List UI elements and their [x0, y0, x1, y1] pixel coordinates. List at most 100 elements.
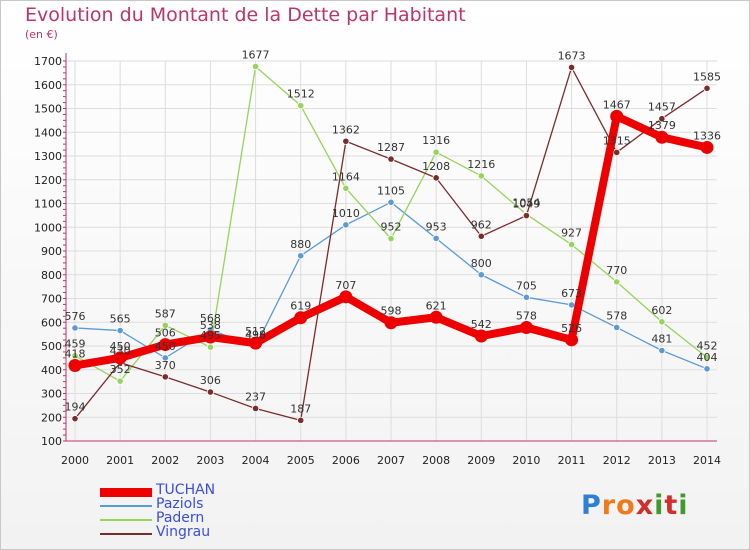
x-tick-label: 2011 — [558, 454, 586, 467]
legend-swatch-padern — [100, 519, 152, 521]
y-tick-label: 900 — [41, 245, 62, 258]
data-label-padern: 1512 — [287, 88, 315, 101]
y-tick-label: 1600 — [34, 79, 62, 92]
data-point-vingrau — [297, 416, 305, 424]
data-label-paziols: 800 — [471, 257, 492, 270]
data-label-padern: 452 — [697, 339, 718, 352]
data-point-vingrau — [522, 212, 531, 220]
data-point-padern — [387, 235, 395, 243]
data-label-padern: 1216 — [467, 158, 495, 171]
data-label-tuchan: 598 — [381, 305, 402, 318]
data-point-paziols — [567, 301, 576, 309]
data-point-padern — [251, 62, 260, 71]
data-label-vingrau: 370 — [155, 359, 176, 372]
data-label-padern: 1054 — [512, 196, 540, 209]
data-point-tuchan — [158, 338, 172, 352]
data-label-tuchan: 1379 — [648, 119, 676, 132]
data-point-padern — [71, 352, 79, 360]
data-point-vingrau — [251, 404, 260, 413]
legend-swatch-tuchan — [100, 487, 152, 497]
data-point-vingrau — [71, 415, 79, 423]
data-point-paziols — [342, 221, 350, 229]
data-label-paziols: 565 — [110, 313, 131, 326]
data-label-paziols: 673 — [561, 287, 582, 300]
y-tick-label: 700 — [41, 293, 62, 306]
data-point-paziols — [387, 198, 395, 206]
data-point-tuchan — [565, 333, 579, 347]
data-point-vingrau — [567, 63, 576, 72]
data-point-paziols — [297, 252, 305, 260]
data-label-tuchan: 526 — [561, 322, 582, 335]
data-label-vingrau: 1049 — [512, 198, 540, 211]
x-tick-label: 2004 — [242, 454, 270, 467]
data-label-tuchan: 1467 — [603, 98, 631, 111]
data-point-tuchan — [68, 358, 82, 372]
legend-label-tuchan: TUCHAN — [156, 482, 216, 498]
data-label-paziols: 880 — [290, 238, 311, 251]
data-label-paziols: 481 — [651, 333, 672, 346]
data-point-vingrau — [477, 232, 485, 240]
data-point-tuchan — [249, 336, 263, 350]
data-label-vingrau: 1585 — [693, 70, 721, 83]
data-point-tuchan — [384, 316, 398, 330]
data-label-paziols: 450 — [155, 340, 176, 353]
data-point-paziols — [703, 365, 711, 373]
data-label-tuchan: 506 — [155, 327, 176, 340]
data-label-paziols: 1105 — [377, 184, 405, 197]
data-label-vingrau: 306 — [200, 374, 221, 387]
data-point-tuchan — [655, 130, 669, 144]
data-point-paziols — [432, 234, 440, 243]
data-point-vingrau — [206, 388, 215, 396]
data-label-paziols: 953 — [426, 220, 447, 233]
x-tick-label: 2012 — [603, 454, 631, 467]
data-label-paziols: 498 — [245, 328, 266, 341]
data-point-tuchan — [610, 109, 624, 123]
y-tick-label: 500 — [41, 340, 62, 353]
x-tick-label: 2009 — [467, 454, 495, 467]
data-label-vingrau: 187 — [290, 402, 311, 415]
y-tick-label: 1500 — [34, 103, 62, 116]
x-tick-label: 2003 — [196, 454, 224, 467]
data-point-vingrau — [161, 373, 169, 381]
data-label-tuchan: 512 — [245, 325, 266, 338]
data-label-padern: 459 — [65, 338, 86, 351]
data-point-vingrau — [342, 137, 350, 145]
data-point-padern — [116, 377, 124, 385]
data-label-paziols: 705 — [516, 279, 537, 292]
data-label-tuchan: 450 — [110, 340, 131, 353]
data-label-paziols: 404 — [697, 351, 718, 364]
data-label-padern: 352 — [110, 363, 131, 376]
data-point-tuchan — [339, 290, 353, 304]
data-point-tuchan — [429, 310, 443, 324]
data-point-vingrau — [613, 148, 621, 157]
data-label-vingrau: 962 — [471, 218, 492, 231]
y-tick-label: 1100 — [34, 198, 62, 211]
data-point-tuchan — [700, 140, 714, 154]
data-label-tuchan: 621 — [426, 299, 447, 312]
data-label-padern: 1164 — [332, 170, 360, 183]
legend-label-vingrau: Vingrau — [156, 524, 211, 540]
data-label-vingrau: 430 — [110, 345, 131, 358]
data-label-paziols: 578 — [606, 309, 627, 322]
y-tick-label: 1400 — [34, 126, 62, 139]
data-label-padern: 602 — [651, 304, 672, 317]
data-point-tuchan — [294, 311, 308, 325]
y-tick-label: 200 — [41, 411, 62, 424]
data-label-padern: 1677 — [242, 48, 270, 61]
data-label-paziols: 576 — [65, 310, 86, 323]
legend-label-paziols: Paziols — [156, 496, 204, 512]
x-tick-label: 2001 — [106, 454, 134, 467]
x-tick-label: 2013 — [648, 454, 676, 467]
data-point-tuchan — [474, 329, 488, 343]
data-point-paziols — [477, 271, 485, 279]
data-label-tuchan: 578 — [516, 309, 537, 322]
data-label-tuchan: 538 — [200, 319, 221, 332]
x-tick-label: 2006 — [332, 454, 360, 467]
data-label-vingrau: 1315 — [603, 134, 631, 147]
data-label-vingrau: 1208 — [422, 160, 450, 173]
x-tick-label: 2008 — [422, 454, 450, 467]
data-label-tuchan: 1336 — [693, 129, 721, 142]
proxiti-logo: Proxiti — [581, 490, 689, 521]
data-label-vingrau: 1673 — [558, 49, 586, 62]
data-point-tuchan — [519, 320, 533, 334]
